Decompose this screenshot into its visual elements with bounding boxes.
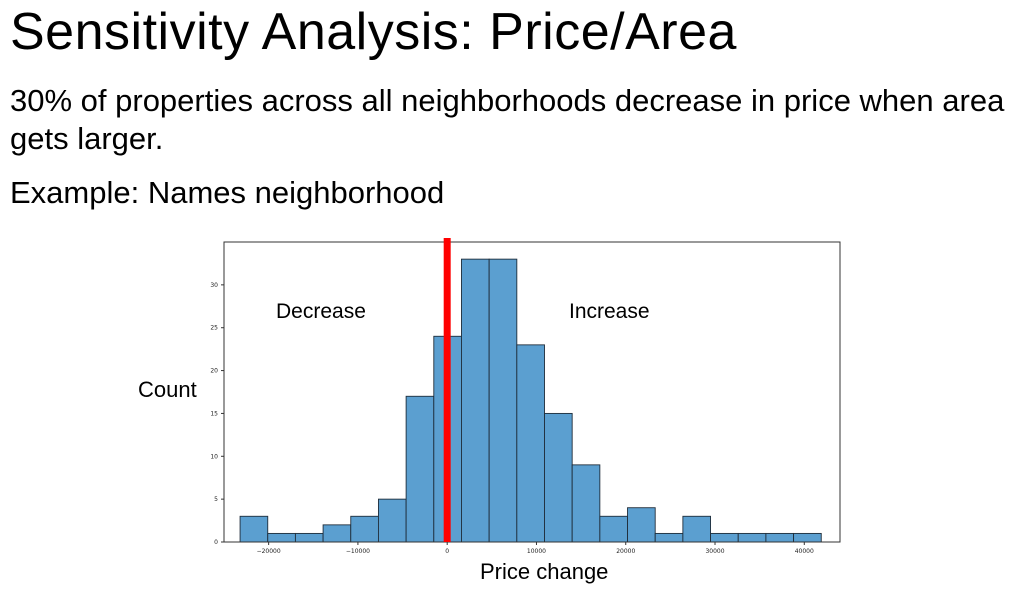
histogram-bar — [239, 515, 269, 543]
x-axis-label: Price change — [480, 559, 609, 584]
y-axis-label: Count — [138, 377, 197, 402]
x-tick-label: 40000 — [795, 548, 814, 555]
histogram-bar — [654, 532, 684, 543]
slide-title: Sensitivity Analysis: Price/Area — [10, 3, 737, 61]
x-tick-label: 30000 — [705, 548, 724, 555]
histogram-bar — [627, 507, 656, 543]
y-tick-label: 30 — [210, 282, 218, 289]
x-tick-label: −20000 — [257, 548, 281, 555]
histogram-bar — [267, 532, 296, 543]
histogram-bar — [405, 395, 435, 543]
histogram-bar — [599, 515, 628, 543]
histogram-bar — [488, 258, 518, 543]
histogram-bar — [377, 498, 407, 543]
histogram-bar — [294, 532, 324, 543]
histogram-bar — [737, 532, 767, 543]
y-tick-label: 25 — [210, 325, 218, 332]
x-tick-label: −10000 — [346, 548, 370, 555]
y-tick-label: 20 — [210, 368, 218, 375]
y-tick-label: 15 — [210, 410, 218, 417]
histogram-bar — [544, 412, 573, 543]
x-tick-label: 0 — [445, 548, 449, 555]
histogram-bar — [793, 532, 822, 543]
plot-frame — [223, 241, 841, 543]
x-tick-label: 20000 — [616, 548, 635, 555]
histogram-bar — [765, 532, 795, 543]
annotation-decrease: Decrease — [276, 300, 366, 323]
y-tick-label: 5 — [214, 496, 218, 503]
histogram-bar — [350, 515, 379, 543]
y-tick-label: 10 — [210, 453, 218, 460]
histogram-bar — [682, 515, 712, 543]
histogram-bar — [571, 464, 601, 543]
histogram-bar — [710, 532, 739, 543]
x-tick-label: 10000 — [527, 548, 546, 555]
histogram-bar — [516, 344, 545, 543]
histogram-bar — [461, 258, 490, 543]
bullet-text-2: Example: Names neighborhood — [10, 175, 445, 210]
y-tick-label: 0 — [214, 539, 218, 546]
histogram-bar — [322, 524, 352, 543]
annotation-increase: Increase — [569, 300, 650, 323]
bullet-text-1: 30% of properties across all neighborhoo… — [10, 83, 1005, 156]
